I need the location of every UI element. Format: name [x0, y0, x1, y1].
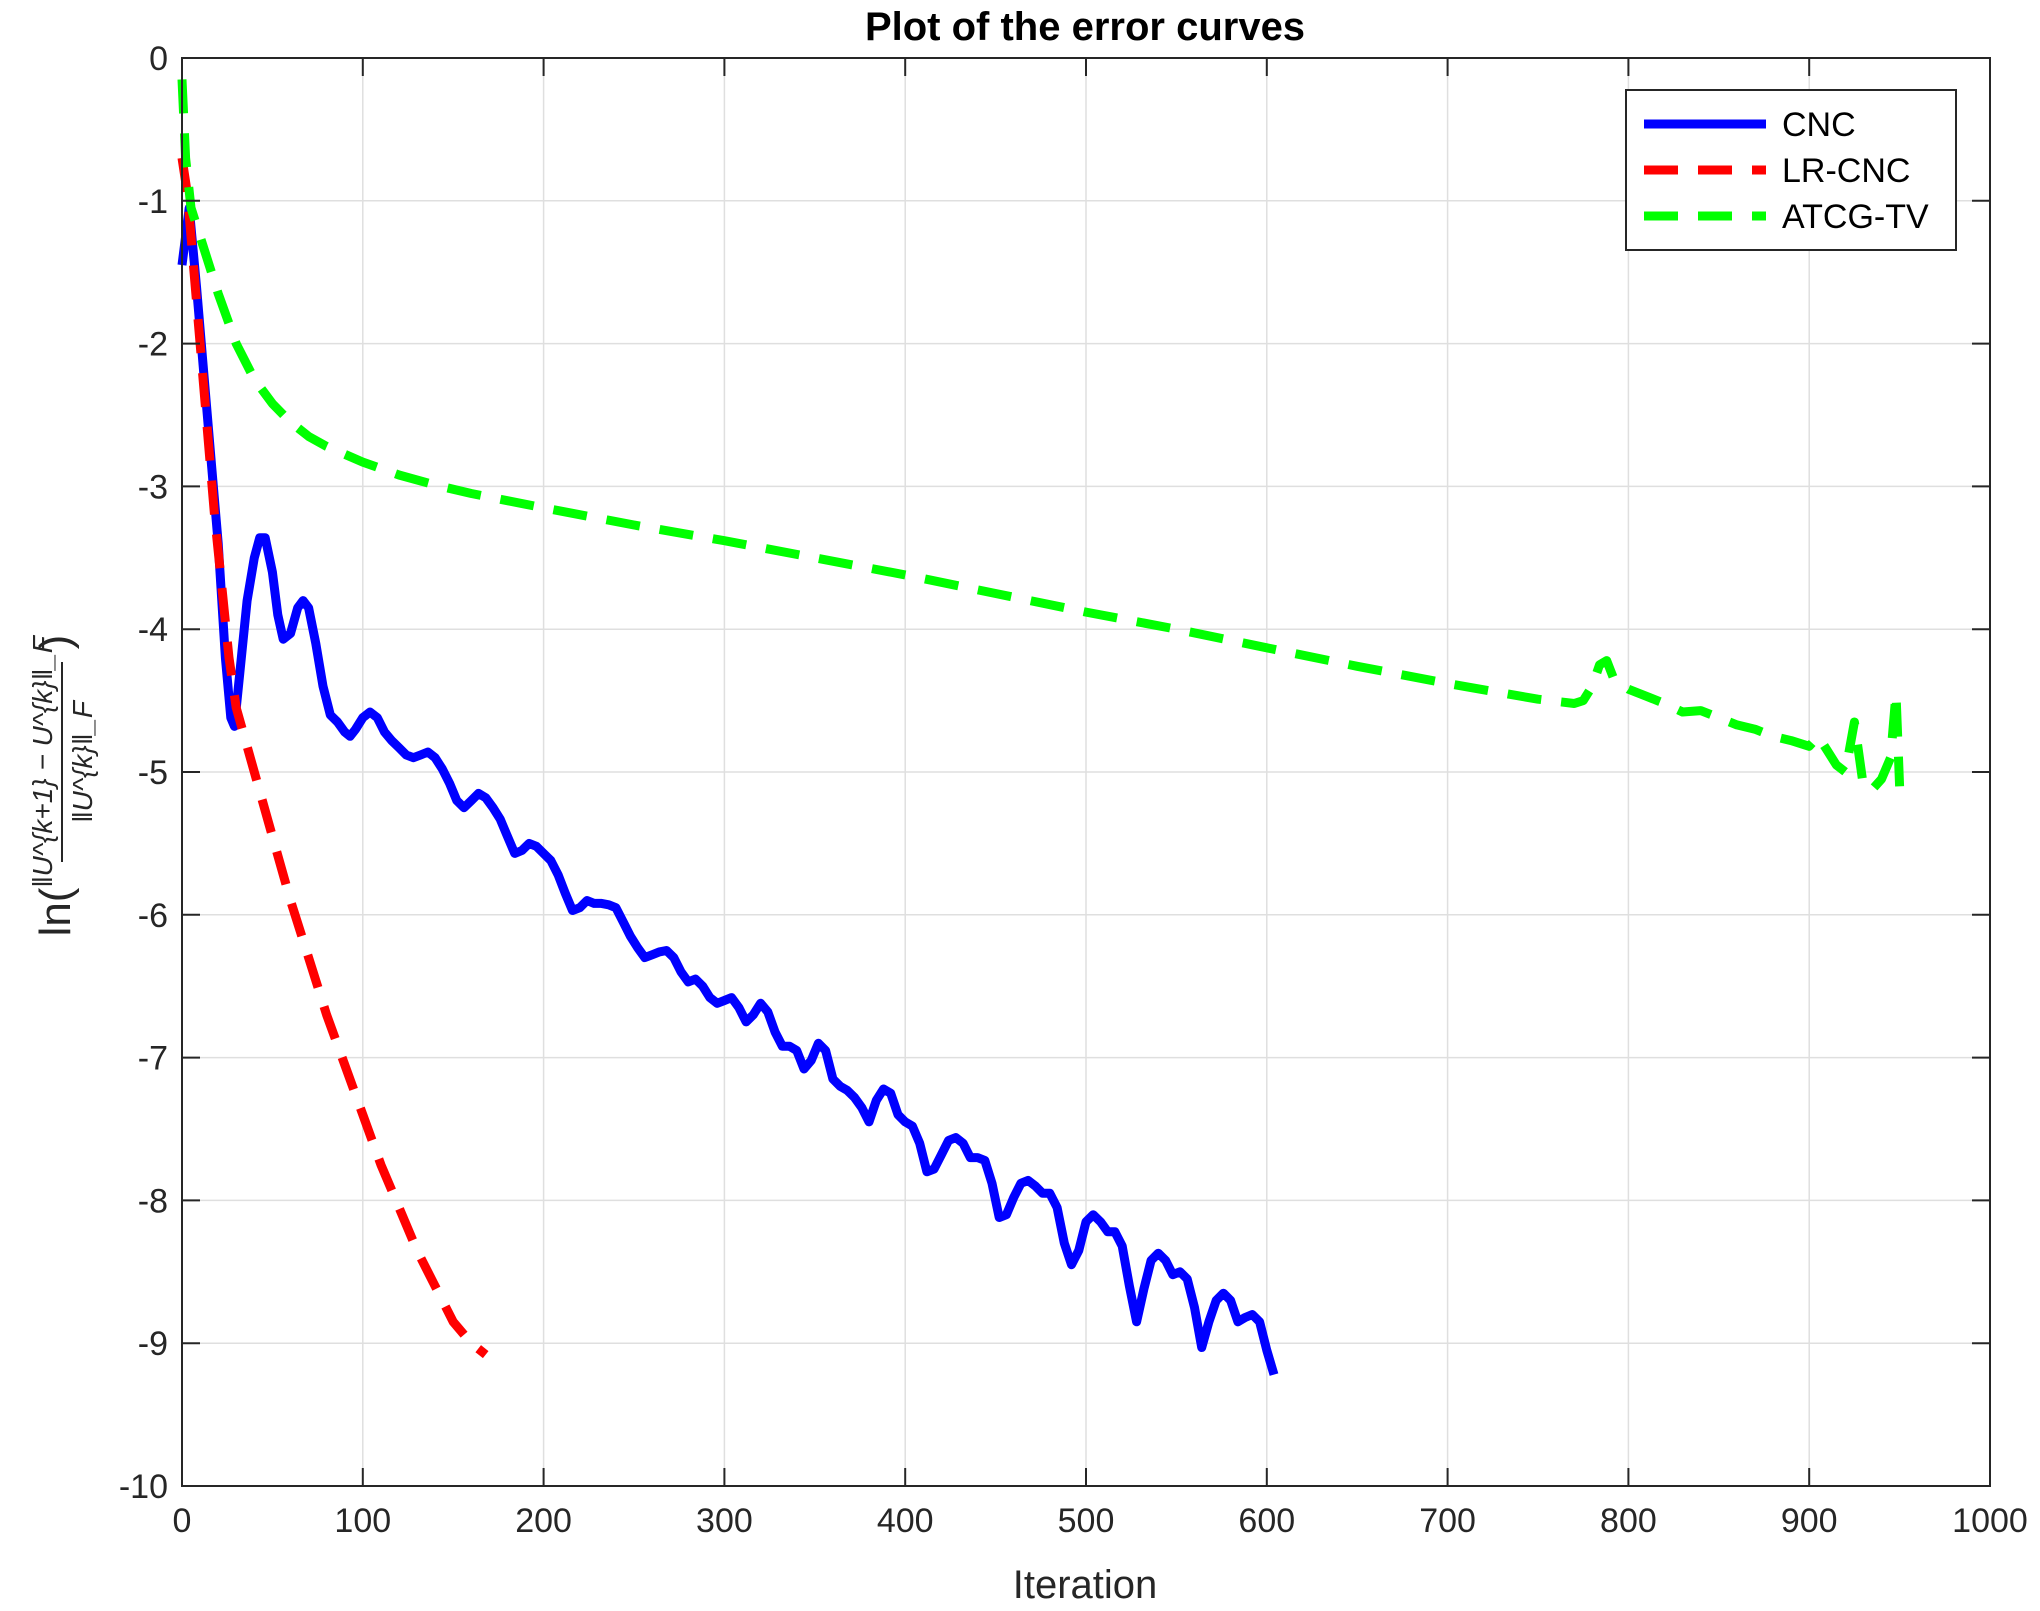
x-tick-label: 1000	[1952, 1502, 2028, 1540]
y-tick-label: -2	[138, 326, 168, 364]
y-label-suffix: )	[31, 635, 80, 650]
grid-lines	[181, 57, 1991, 1487]
y-label-denominator: ‖U^{k}‖_F	[67, 699, 98, 823]
series-layer	[177, 79, 1905, 1376]
y-tick-label: -10	[119, 1468, 168, 1506]
legend-label: LR-CNC	[1782, 152, 1910, 190]
y-tick-label: -6	[138, 897, 168, 935]
x-tick-label: 700	[1419, 1502, 1476, 1540]
x-tick-label: 300	[696, 1502, 753, 1540]
series-line-lr-cnc	[177, 157, 489, 1359]
series-line-cnc	[177, 203, 1279, 1376]
legend-label: CNC	[1782, 106, 1856, 144]
legend-label: ATCG-TV	[1782, 198, 1929, 236]
x-tick-label: 600	[1238, 1502, 1295, 1540]
x-tick-label: 900	[1781, 1502, 1838, 1540]
x-tick-label: 800	[1600, 1502, 1657, 1540]
x-tick-label: 0	[173, 1502, 192, 1540]
y-tick-label: -4	[138, 611, 168, 649]
axis-ticks: 0 100 200 300 400 500 600 700 800 900 1000 0 -1 -2 -3 -…	[119, 40, 2028, 1540]
series-line-atcg-tv	[177, 79, 1905, 794]
y-tick-label: -1	[138, 183, 168, 221]
y-tick-label: -5	[138, 754, 168, 792]
legend-box	[1625, 89, 1957, 251]
x-tick-label: 100	[334, 1502, 391, 1540]
chart-title: Plot of the error curves	[865, 5, 1305, 49]
y-tick-label: -9	[138, 1325, 168, 1363]
legend: CNC LR-CNC ATCG-TV	[1625, 89, 1957, 251]
y-tick-label: -8	[138, 1182, 168, 1220]
y-tick-label: 0	[149, 40, 168, 78]
y-tick-label: -3	[138, 468, 168, 506]
y-tick-label: -7	[138, 1040, 168, 1078]
x-axis-label: Iteration	[1013, 1563, 1158, 1606]
y-label-numerator: ‖U^{k+1} − U^{k}‖_F	[27, 634, 58, 888]
x-tick-label: 500	[1058, 1502, 1115, 1540]
x-tick-label: 200	[515, 1502, 572, 1540]
x-tick-label: 400	[877, 1502, 934, 1540]
y-axis-label: ln( ‖U^{k+1} − U^{k}‖_F ‖U^{k}‖_F )	[27, 634, 98, 936]
y-label-prefix: ln(	[31, 887, 80, 936]
